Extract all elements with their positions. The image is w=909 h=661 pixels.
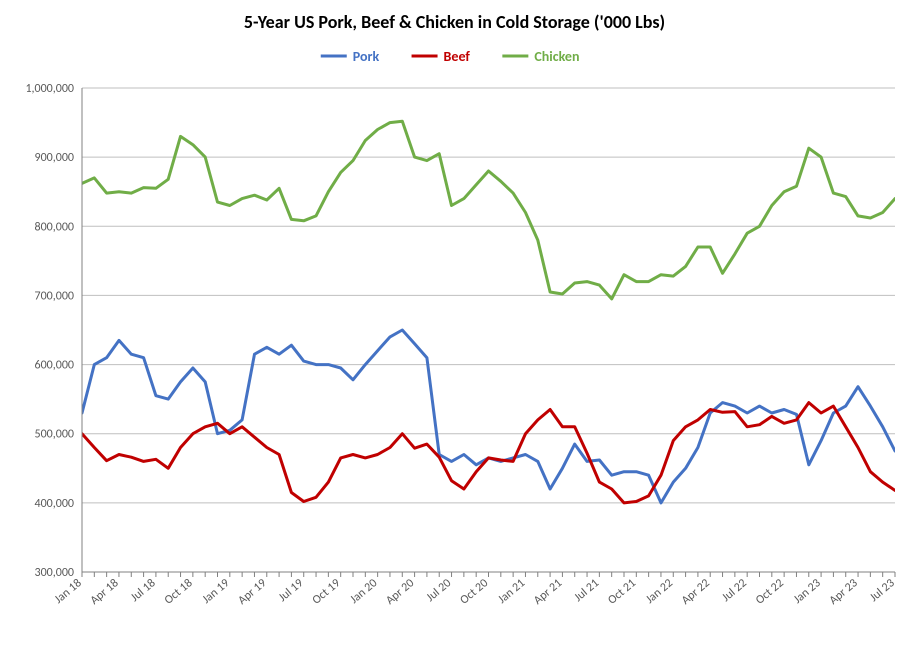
x-tick-label: Apr 21 xyxy=(531,576,565,607)
x-tick-label: Jul 21 xyxy=(572,576,602,605)
x-tick-label: Oct 19 xyxy=(310,576,343,607)
y-tick-label: 900,000 xyxy=(35,151,75,165)
y-tick-label: 500,000 xyxy=(35,428,75,442)
x-tick-label: Jul 23 xyxy=(867,576,897,605)
y-tick-label: 400,000 xyxy=(35,497,75,511)
x-tick-label: Oct 20 xyxy=(458,576,491,607)
x-tick-label: Jan 21 xyxy=(495,576,528,607)
legend-label-pork: Pork xyxy=(353,48,380,65)
x-tick-label: Oct 18 xyxy=(162,576,195,607)
x-tick-label: Apr 18 xyxy=(88,576,122,607)
y-tick-label: 800,000 xyxy=(35,220,75,234)
y-tick-label: 600,000 xyxy=(35,359,75,373)
x-tick-label: Apr 22 xyxy=(679,576,713,607)
x-tick-label: Jan 23 xyxy=(791,576,824,607)
x-tick-label: Jul 19 xyxy=(276,576,306,605)
y-tick-label: 300,000 xyxy=(35,566,75,580)
x-tick-label: Jan 18 xyxy=(52,576,85,607)
chart-title: 5-Year US Pork, Beef & Chicken in Cold S… xyxy=(244,11,665,33)
x-tick-label: Jul 22 xyxy=(719,576,749,605)
legend-label-beef: Beef xyxy=(444,48,471,65)
legend-label-chicken: Chicken xyxy=(534,48,579,65)
x-tick-label: Apr 19 xyxy=(236,576,270,607)
chart-svg: 5-Year US Pork, Beef & Chicken in Cold S… xyxy=(0,0,909,661)
x-tick-label: Jul 20 xyxy=(424,576,454,605)
y-tick-label: 1,000,000 xyxy=(25,82,74,96)
x-tick-label: Jul 18 xyxy=(128,576,158,605)
x-tick-label: Jan 19 xyxy=(200,576,233,607)
x-tick-label: Apr 23 xyxy=(827,576,861,607)
x-tick-label: Jan 22 xyxy=(643,576,676,607)
cold-storage-line-chart: 5-Year US Pork, Beef & Chicken in Cold S… xyxy=(0,0,909,661)
series-line-chicken xyxy=(82,121,895,299)
x-tick-label: Apr 20 xyxy=(383,576,417,607)
x-tick-label: Oct 22 xyxy=(753,576,786,607)
x-tick-label: Oct 21 xyxy=(605,576,638,607)
x-tick-label: Jan 20 xyxy=(348,576,381,607)
y-tick-label: 700,000 xyxy=(35,289,75,303)
series-line-beef xyxy=(82,403,895,503)
